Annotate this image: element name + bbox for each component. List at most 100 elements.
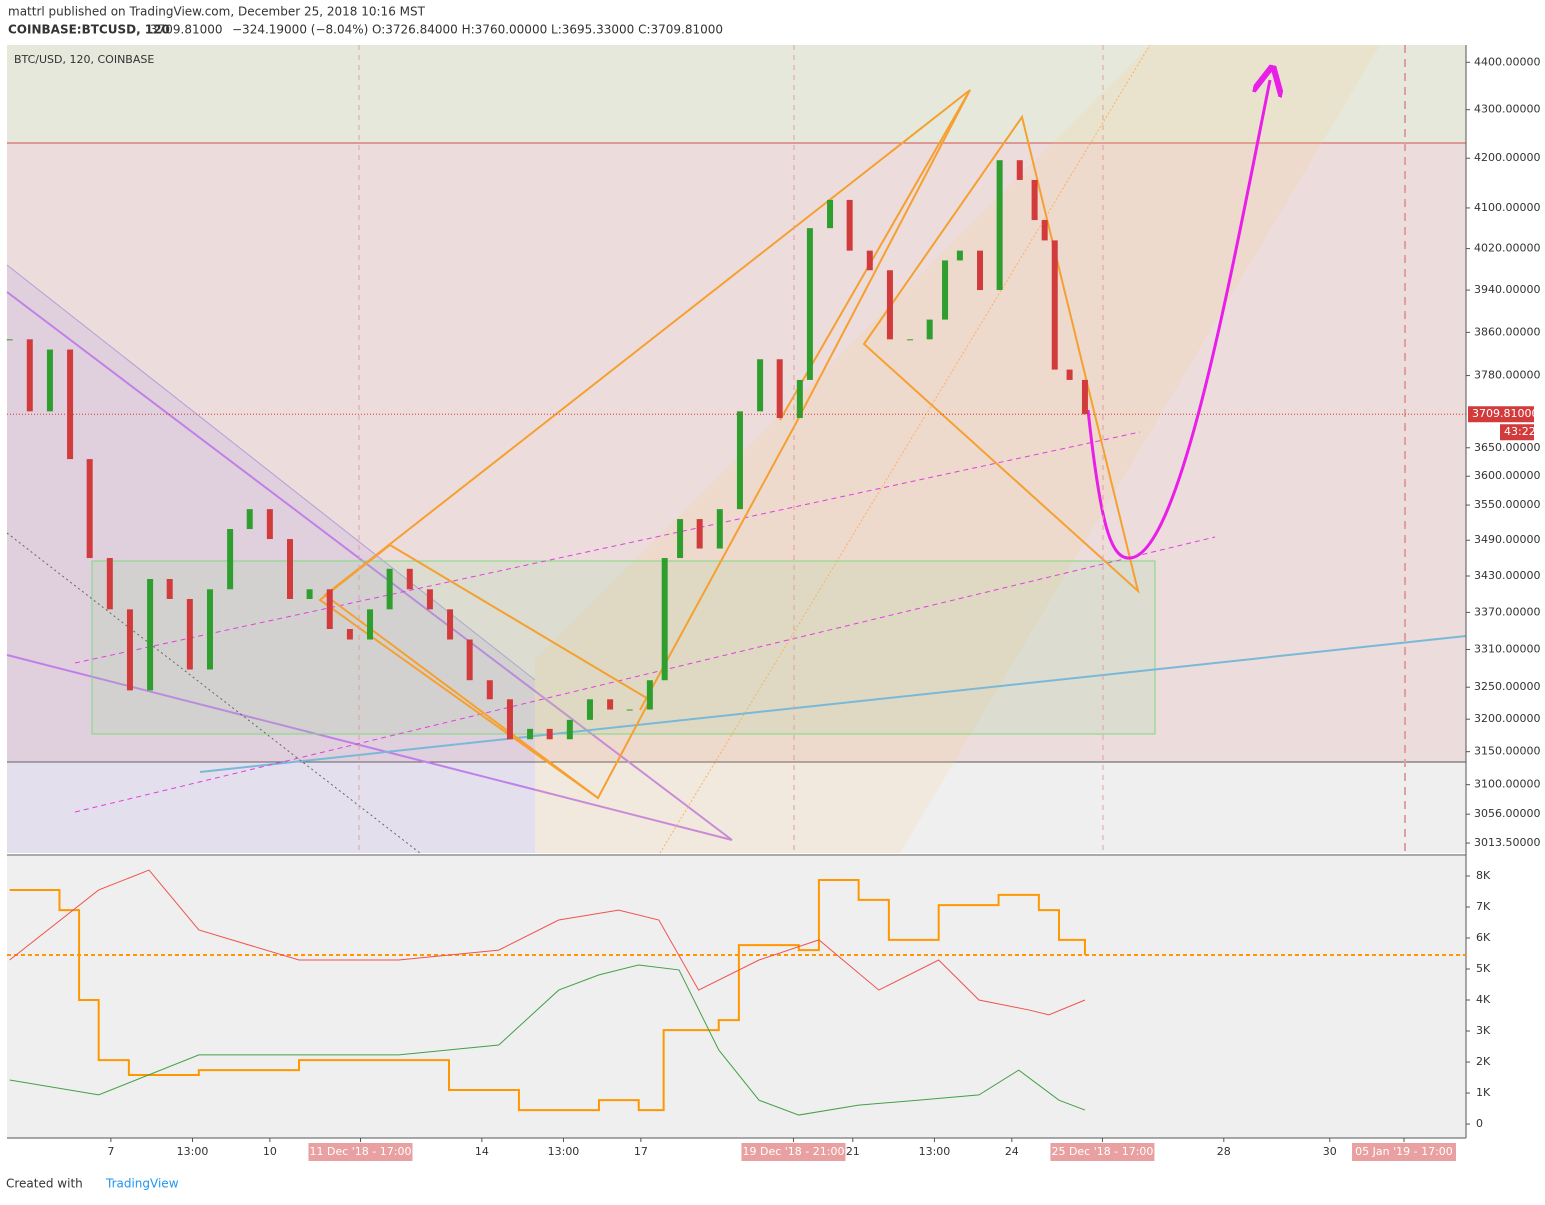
x-tick-label: 7 [107, 1145, 114, 1158]
y-tick-label: 7K [1476, 900, 1491, 913]
candle [1051, 240, 1058, 370]
candle [677, 519, 684, 559]
candle [147, 579, 154, 691]
publisher-line: mattrl published on TradingView.com, Dec… [8, 5, 426, 19]
dotted-line [6, 532, 421, 854]
x-tick-label: 19 Dec '18 - 21:00 [742, 1145, 844, 1158]
candle [977, 250, 984, 291]
candle [586, 699, 593, 720]
candle [626, 709, 633, 711]
candle [346, 629, 353, 640]
countdown-badge [1500, 424, 1534, 441]
candle [406, 568, 413, 590]
y-tick-label: 4400.00000 [1474, 55, 1540, 68]
candle [186, 598, 193, 670]
x-tick-label: 14 [475, 1145, 489, 1158]
candle [566, 719, 573, 740]
candle [527, 728, 534, 740]
candle [546, 728, 553, 740]
candle [1041, 220, 1048, 241]
candle [866, 250, 873, 271]
countdown: 43:22 [1504, 425, 1536, 438]
candle [996, 160, 1003, 291]
candle [1081, 379, 1088, 415]
candle [886, 270, 893, 340]
x-tick-label: 11 Dec '18 - 17:00 [310, 1145, 412, 1158]
price-badge [1468, 406, 1534, 423]
x-tick-label: 05 Jan '19 - 17:00 [1355, 1145, 1453, 1158]
indicator-line [9, 879, 1086, 1112]
indicator-pane [7, 856, 1466, 1138]
y-tick-label: 3430.00000 [1474, 569, 1540, 582]
y-tick-label: 2K [1476, 1055, 1491, 1068]
candle [661, 558, 668, 681]
candle [67, 349, 74, 460]
candle [266, 509, 273, 540]
indicator-line [9, 964, 1086, 1116]
y-tick-label: 3550.00000 [1474, 498, 1540, 511]
candle [287, 539, 294, 599]
y-tick-label: 3600.00000 [1474, 469, 1540, 482]
x-label-bg [741, 1143, 846, 1161]
orange-triangle [323, 89, 971, 799]
candle [646, 680, 653, 710]
x-tick-label: 30 [1323, 1145, 1337, 1158]
current-price-label: 3709.81000 [1472, 407, 1538, 420]
candle [827, 199, 834, 229]
orange-leg [639, 89, 971, 711]
y-tick-label: 3650.00000 [1474, 441, 1540, 454]
candle [907, 339, 914, 341]
candle [506, 699, 513, 740]
candle [926, 319, 933, 340]
orange-channel [535, 45, 1380, 853]
candle [716, 509, 723, 549]
zone-red [7, 143, 1466, 762]
candle [227, 529, 234, 590]
candle [447, 609, 454, 640]
y-tick-label: 3860.00000 [1474, 325, 1540, 338]
y-tick-label: 1K [1476, 1086, 1491, 1099]
x-label-bg [308, 1143, 413, 1161]
candle [796, 379, 803, 419]
y-tick-label: 3200.00000 [1474, 712, 1540, 725]
x-tick-label: 28 [1217, 1145, 1231, 1158]
green-zone [91, 560, 1156, 735]
candle [246, 509, 253, 530]
candle [367, 609, 374, 640]
candle [386, 568, 393, 610]
candle [86, 459, 93, 559]
candle [1016, 160, 1023, 180]
purple-line [6, 264, 536, 681]
change: −324.19000 (−8.04%) [232, 23, 368, 37]
purple-channel [7, 265, 535, 853]
y-tick-label: 3056.00000 [1474, 807, 1540, 820]
y-tick-label: 4300.00000 [1474, 103, 1540, 116]
y-tick-label: 6K [1476, 931, 1491, 944]
symbol: COINBASE:BTCUSD, 120 [8, 23, 170, 37]
candle [326, 589, 333, 630]
y-tick-label: 3250.00000 [1474, 680, 1540, 693]
y-tick-label: 3K [1476, 1024, 1491, 1037]
candle [607, 699, 614, 710]
candle [306, 589, 313, 599]
candle [736, 411, 743, 510]
footer-created: Created with [6, 1177, 83, 1191]
y-tick-label: 4100.00000 [1474, 201, 1540, 214]
candle [1031, 179, 1038, 221]
zone-top [7, 45, 1466, 143]
candle [206, 589, 213, 670]
x-tick-label: 13:00 [919, 1145, 951, 1158]
x-tick-label: 25 Dec '18 - 17:00 [1051, 1145, 1153, 1158]
footer-brand[interactable]: TradingView [105, 1177, 179, 1191]
ohlc: O:3726.84000 H:3760.00000 L:3695.33000 C… [372, 23, 723, 37]
y-tick-label: 3150.00000 [1474, 745, 1540, 758]
candle [806, 228, 813, 380]
candle [46, 349, 53, 412]
y-tick-label: 0 [1476, 1117, 1483, 1130]
y-tick-label: 3490.00000 [1474, 533, 1540, 546]
chart-title: BTC/USD, 120, COINBASE [14, 53, 154, 66]
y-tick-label: 8K [1476, 869, 1491, 882]
candle [126, 609, 133, 691]
x-tick-label: 17 [634, 1145, 648, 1158]
